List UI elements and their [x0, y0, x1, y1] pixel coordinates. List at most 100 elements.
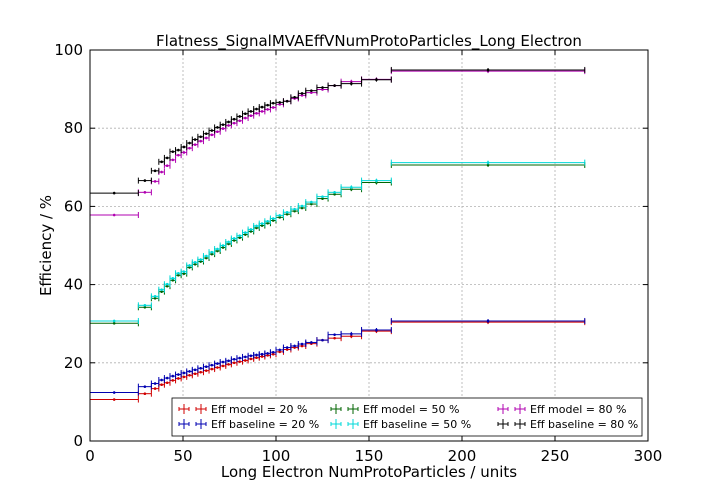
marker	[171, 278, 175, 282]
marker	[232, 239, 236, 242]
marker	[160, 378, 163, 382]
marker	[153, 296, 157, 300]
data-point	[169, 377, 177, 384]
marker	[193, 138, 197, 141]
data-point	[361, 177, 392, 184]
marker	[171, 277, 175, 280]
marker	[244, 231, 247, 234]
marker	[204, 136, 208, 140]
marker	[165, 381, 169, 385]
marker	[350, 185, 353, 189]
legend-label: Eff baseline = 50 %	[363, 418, 471, 431]
marker	[216, 130, 219, 134]
legend-label: Eff model = 50 %	[363, 403, 459, 416]
marker	[293, 96, 296, 99]
marker	[278, 350, 282, 354]
marker	[333, 192, 336, 196]
marker	[221, 360, 225, 364]
marker	[321, 86, 324, 89]
marker	[255, 224, 258, 228]
marker	[375, 78, 378, 82]
marker	[238, 356, 242, 360]
marker	[177, 153, 180, 157]
data-point	[242, 110, 249, 117]
marker	[177, 377, 180, 380]
marker	[210, 250, 214, 254]
data-point	[305, 199, 318, 206]
data-point	[258, 104, 266, 111]
data-point	[180, 149, 188, 156]
marker	[143, 385, 147, 388]
data-point	[340, 184, 363, 191]
data-point	[202, 363, 210, 370]
data-point	[253, 222, 260, 229]
marker	[210, 363, 214, 367]
data-point	[191, 370, 199, 377]
marker	[350, 332, 353, 336]
legend-entry-3: Eff model = 50 %	[330, 403, 459, 416]
data-point	[327, 82, 342, 89]
data-point	[208, 131, 216, 138]
marker	[486, 163, 490, 167]
marker	[333, 336, 336, 340]
data-point	[191, 141, 199, 148]
series-6	[89, 66, 586, 197]
data-point	[197, 133, 204, 140]
data-point	[230, 120, 238, 127]
marker	[112, 191, 116, 195]
marker	[244, 112, 247, 116]
marker	[160, 383, 163, 386]
marker	[171, 158, 175, 162]
marker	[350, 334, 353, 338]
marker	[193, 368, 197, 372]
data-point	[89, 190, 139, 197]
marker	[193, 143, 197, 146]
marker	[210, 129, 214, 132]
marker	[188, 141, 191, 145]
marker	[232, 237, 236, 240]
marker	[177, 148, 180, 152]
marker	[221, 244, 225, 247]
marker	[112, 322, 116, 325]
marker	[260, 224, 264, 227]
data-point	[137, 189, 152, 196]
data-point	[390, 317, 586, 324]
data-point	[230, 356, 238, 363]
marker	[221, 123, 225, 126]
data-point	[175, 375, 182, 382]
data-point	[180, 369, 188, 376]
marker	[199, 260, 202, 263]
data-point	[316, 337, 329, 344]
marker	[278, 216, 282, 219]
marker	[216, 249, 219, 253]
marker	[300, 342, 304, 346]
x-tick-label: 100	[262, 447, 291, 465]
series-4	[89, 159, 586, 324]
data-point	[191, 366, 199, 373]
marker	[143, 305, 147, 309]
marker	[165, 376, 169, 380]
marker	[199, 370, 202, 374]
marker	[227, 359, 230, 363]
data-point	[191, 136, 199, 143]
marker	[204, 132, 208, 135]
marker	[143, 191, 147, 194]
marker	[160, 288, 163, 291]
data-point	[242, 229, 249, 236]
data-point	[225, 361, 232, 368]
data-point	[163, 162, 171, 169]
marker	[375, 328, 378, 332]
marker	[255, 112, 258, 115]
marker	[165, 282, 169, 286]
legend-entry-5: Eff model = 80 %	[497, 403, 626, 416]
data-point	[219, 362, 227, 369]
data-point	[158, 377, 165, 384]
marker	[238, 360, 242, 363]
marker	[244, 233, 247, 236]
marker	[199, 366, 202, 370]
marker	[285, 346, 289, 349]
marker	[285, 348, 289, 351]
marker	[260, 352, 264, 356]
data-point	[186, 145, 193, 152]
marker	[216, 126, 219, 129]
